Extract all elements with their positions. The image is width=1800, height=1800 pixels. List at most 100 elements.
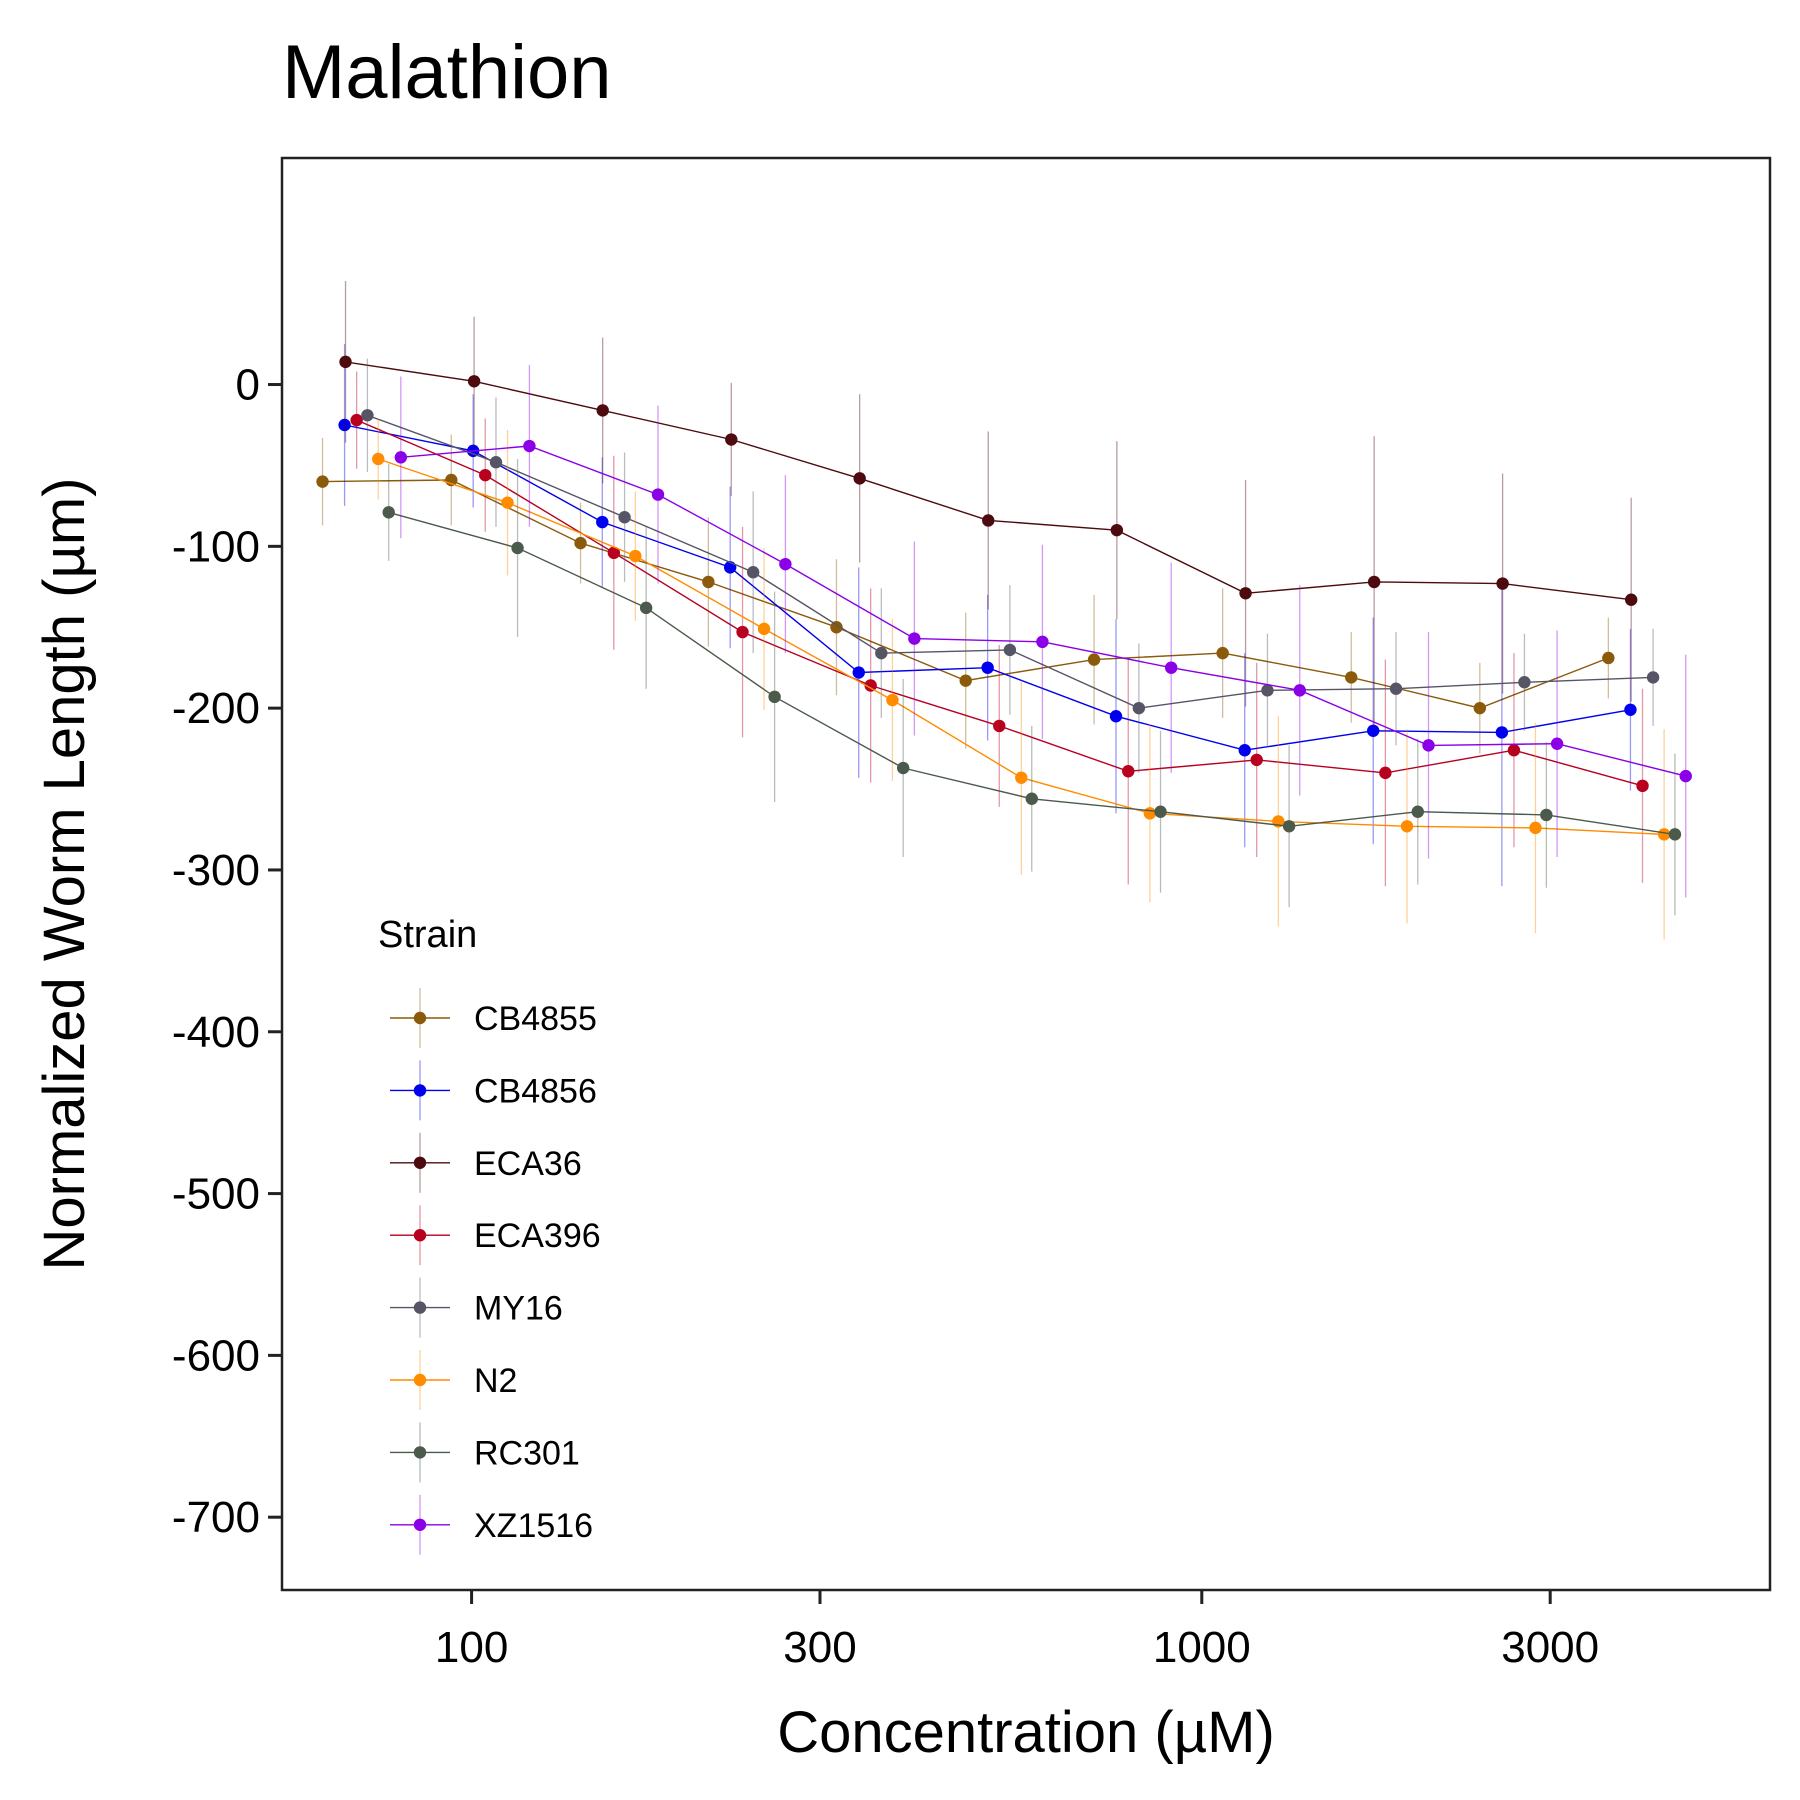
legend-key-point	[413, 1011, 427, 1025]
legend-item-n2: N2	[390, 1350, 517, 1410]
data-point	[1122, 765, 1135, 778]
data-point	[339, 355, 352, 369]
data-point	[618, 511, 631, 524]
legend-item-cb4856: CB4856	[390, 1060, 597, 1121]
data-point	[1389, 682, 1403, 695]
data-point	[746, 566, 760, 579]
data-point	[1132, 701, 1146, 715]
data-point	[1025, 792, 1038, 805]
data-point	[981, 661, 994, 674]
legend-title: Strain	[378, 914, 477, 956]
data-point	[853, 472, 866, 485]
legend-item-rc301: RC301	[390, 1422, 580, 1483]
legend-key-point	[413, 1084, 427, 1097]
data-point	[1602, 651, 1615, 665]
series-eca396	[350, 371, 1649, 887]
data-point	[1518, 676, 1531, 689]
data-point	[382, 506, 395, 519]
data-point	[736, 625, 749, 639]
legend-item-xz1516: XZ1516	[390, 1494, 593, 1555]
data-point	[1540, 808, 1553, 822]
data-point	[725, 433, 738, 446]
data-point	[511, 541, 524, 555]
data-point	[1379, 766, 1392, 780]
data-point	[338, 418, 351, 432]
legend-item-cb4855: CB4855	[390, 988, 597, 1048]
data-point	[1367, 724, 1380, 737]
x-tick-label: 1000	[1153, 1623, 1251, 1672]
data-point	[982, 514, 995, 527]
data-point	[1422, 739, 1435, 752]
data-point	[1261, 684, 1274, 697]
data-point	[1646, 671, 1660, 684]
data-point	[1507, 744, 1521, 757]
data-point	[1239, 587, 1252, 600]
series-rc301	[382, 458, 1682, 916]
x-axis-label: Concentration (µM)	[777, 1700, 1275, 1765]
legend-item-eca396: ECA396	[390, 1205, 601, 1266]
legend-key-point	[413, 1373, 427, 1387]
data-point	[372, 452, 385, 466]
y-tick-label: -400	[172, 1008, 260, 1057]
data-point	[1087, 653, 1101, 666]
data-point	[1216, 646, 1229, 660]
plot-series	[316, 280, 1692, 940]
data-point	[1550, 737, 1564, 750]
data-point	[1015, 771, 1028, 784]
series-my16	[361, 358, 1660, 773]
data-point	[1250, 753, 1263, 767]
data-point	[1679, 769, 1692, 783]
data-point	[1668, 828, 1682, 841]
plot-panel	[280, 156, 1772, 1592]
y-tick-label: -200	[172, 684, 260, 733]
x-tick-label: 300	[783, 1623, 856, 1672]
data-point	[596, 515, 609, 529]
data-point	[875, 646, 888, 660]
data-point	[350, 413, 363, 427]
data-point	[1624, 593, 1638, 606]
data-point	[1657, 828, 1671, 841]
legend-key-point	[413, 1446, 427, 1459]
data-point	[1400, 820, 1414, 833]
data-point	[1496, 577, 1509, 590]
data-point	[1164, 661, 1178, 674]
legend-key-point	[413, 1301, 427, 1314]
legend-label: XZ1516	[474, 1507, 593, 1545]
data-point	[1036, 635, 1049, 649]
legend-label: CB4856	[474, 1072, 597, 1110]
y-axis: 0 -100 -200 -300 -400 -500 -600 -700	[172, 361, 282, 1542]
data-point	[1495, 726, 1509, 739]
legend-label: CB4855	[474, 1000, 597, 1038]
legend-label: ECA396	[474, 1217, 601, 1255]
data-point	[779, 557, 792, 571]
legend-label: MY16	[474, 1290, 563, 1328]
data-point	[523, 439, 536, 453]
data-point	[1110, 523, 1124, 537]
data-point	[361, 409, 374, 422]
data-point	[1109, 710, 1123, 723]
data-point	[908, 632, 921, 645]
data-point	[607, 546, 621, 560]
data-point	[479, 468, 492, 482]
legend-item-eca36: ECA36	[390, 1132, 582, 1193]
y-tick-label: -700	[172, 1493, 260, 1542]
data-point	[651, 488, 665, 501]
data-point	[467, 375, 481, 388]
legend-key-point	[413, 1156, 427, 1170]
series-eca36	[339, 280, 1638, 728]
data-point	[394, 451, 408, 464]
series-xz1516	[394, 365, 1692, 898]
legend-key-point	[413, 1518, 427, 1532]
y-tick-label: -600	[172, 1331, 260, 1380]
legend-label: N2	[474, 1362, 517, 1400]
legend: Strain CB4855 CB4856 ECA36 ECA396 MY16 N2 RC30…	[378, 914, 601, 1555]
data-point	[596, 404, 609, 417]
data-point	[501, 496, 514, 509]
data-point	[1154, 805, 1167, 818]
data-point	[896, 761, 910, 775]
data-point	[1238, 744, 1251, 757]
legend-label: RC301	[474, 1434, 580, 1472]
y-tick-label: -300	[172, 846, 260, 895]
legend-label: ECA36	[474, 1145, 582, 1183]
